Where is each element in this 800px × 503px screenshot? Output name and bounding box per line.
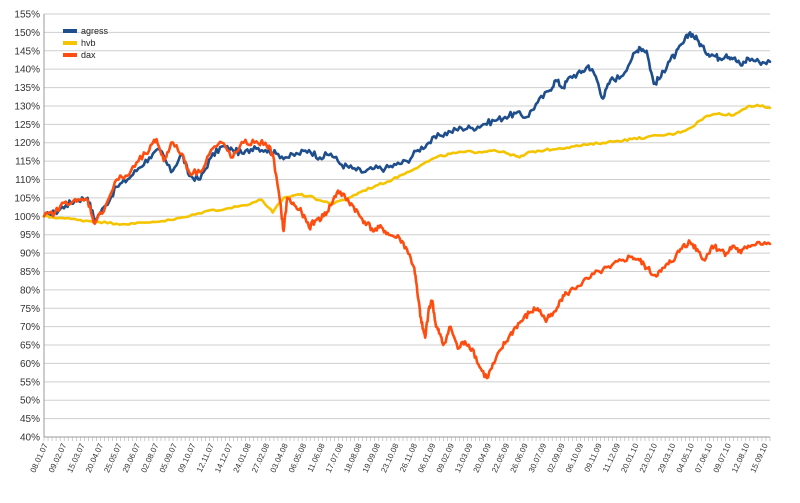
legend-label-agress: agress: [81, 26, 109, 36]
series-lines: [42, 31, 772, 380]
y-tick-label: 40%: [20, 433, 40, 444]
x-axis: 08.01.0709.02.0715.03.0720.04.0725.05.07…: [28, 436, 771, 475]
y-tick-label: 145%: [14, 46, 40, 57]
y-tick-label: 150%: [14, 28, 40, 39]
x-tick-label: 15.09.10: [748, 442, 770, 475]
y-tick-label: 115%: [15, 157, 40, 168]
y-tick-label: 75%: [20, 304, 40, 315]
y-tick-label: 90%: [20, 249, 40, 260]
y-tick-label: 70%: [20, 322, 40, 333]
y-tick-label: 80%: [20, 285, 40, 296]
y-tick-label: 45%: [20, 414, 40, 425]
y-tick-label: 65%: [20, 341, 40, 352]
y-tick-label: 50%: [20, 396, 40, 407]
y-tick-label: 130%: [14, 101, 40, 112]
legend-label-dax: dax: [81, 50, 96, 60]
series-line-agress: [42, 31, 772, 222]
y-tick-label: 135%: [14, 83, 40, 94]
series-line-dax: [42, 137, 772, 380]
y-tick-label: 60%: [20, 359, 40, 370]
legend-label-hvb: hvb: [81, 38, 96, 48]
y-tick-label: 85%: [20, 267, 40, 278]
y-tick-label: 140%: [14, 65, 40, 76]
y-tick-label: 105%: [14, 193, 40, 204]
y-tick-label: 155%: [14, 10, 40, 21]
y-tick-label: 95%: [20, 230, 40, 241]
y-tick-label: 55%: [20, 377, 40, 388]
y-axis: 40% 45% 50% 55% 60% 65% 70% 75% 80% 85% 90% 95% 100%…: [14, 10, 45, 444]
y-tick-label: 100%: [14, 212, 40, 223]
legend: agress hvb dax: [63, 26, 109, 60]
y-tick-label: 110%: [15, 175, 40, 186]
y-tick-label: 125%: [14, 120, 40, 131]
series-line-hvb: [42, 103, 772, 226]
y-tick-label: 120%: [14, 138, 40, 149]
gridlines: [44, 13, 770, 438]
